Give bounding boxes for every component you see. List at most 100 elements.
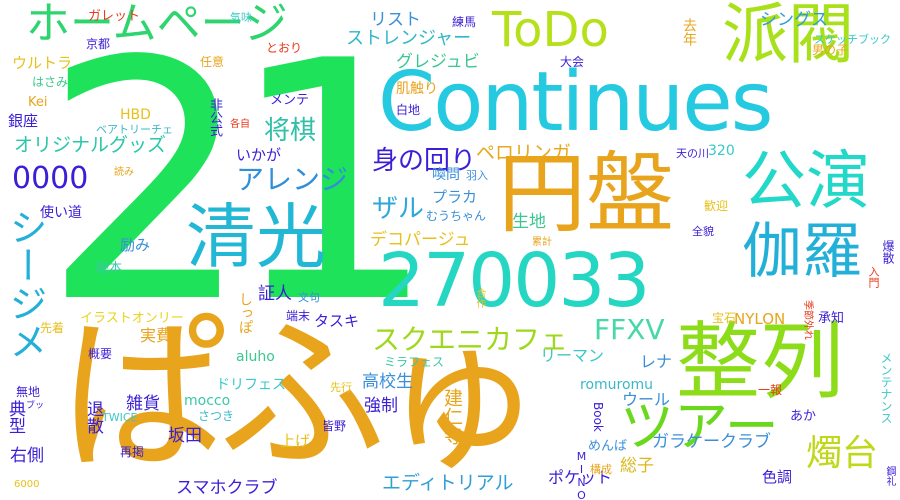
- cloud-word: めんば: [588, 439, 628, 454]
- cloud-word: 強制: [364, 396, 398, 416]
- cloud-word: Book: [591, 402, 605, 432]
- cloud-word: オリジナルグッズ: [14, 134, 167, 156]
- cloud-word: 320: [708, 143, 735, 159]
- cloud-word: さつき: [198, 409, 235, 423]
- cloud-word: 京都: [86, 37, 111, 51]
- cloud-word: 建仁寺: [441, 388, 463, 445]
- cloud-word: mocco: [184, 393, 231, 409]
- cloud-word: 文句: [298, 291, 320, 304]
- cloud-word: 読み: [114, 167, 134, 178]
- cloud-word: 去年: [681, 18, 697, 46]
- cloud-word: タスキ: [314, 312, 360, 330]
- cloud-word: 承知: [818, 311, 845, 326]
- cloud-word: 一報: [758, 383, 783, 397]
- cloud-word: グレジュビ: [396, 52, 480, 72]
- cloud-word: ポケット: [548, 468, 613, 487]
- cloud-word: Kei: [28, 95, 48, 110]
- cloud-word: メンテナンス: [879, 352, 893, 424]
- cloud-word: エディトリアル: [382, 472, 514, 494]
- cloud-word: 皆野: [322, 419, 347, 433]
- cloud-word: 累計: [532, 237, 552, 248]
- cloud-word: ToDo: [492, 2, 609, 58]
- cloud-word: 整列: [676, 313, 845, 411]
- cloud-word: 気味: [230, 11, 252, 24]
- cloud-word: ザル: [372, 194, 425, 224]
- cloud-word: 実費: [140, 326, 173, 345]
- cloud-word: とおり: [266, 41, 303, 55]
- cloud-word: ブッ: [26, 401, 45, 411]
- cloud-word: 励み: [120, 236, 151, 254]
- cloud-word: 構成: [590, 463, 612, 476]
- cloud-word: 身の回り: [372, 146, 477, 176]
- cloud-word: イラストオンリー: [80, 311, 184, 326]
- cloud-word: 坂田: [168, 426, 202, 446]
- cloud-word: ツアー: [620, 395, 779, 458]
- cloud-word: 絵本: [96, 261, 123, 276]
- cloud-word: 男の子: [812, 43, 849, 57]
- cloud-word: リーマン: [540, 346, 605, 365]
- cloud-word: 爆散: [881, 240, 895, 264]
- cloud-word: むうちゃん: [426, 209, 487, 223]
- cloud-word: 再掲: [120, 445, 145, 459]
- cloud-word: 非公式: [207, 98, 222, 137]
- cloud-word: 羽入: [466, 169, 488, 182]
- cloud-word: メンテ: [270, 93, 310, 108]
- cloud-word: 雑貨: [126, 394, 160, 414]
- cloud-word: 先行: [330, 381, 352, 394]
- cloud-word: スクエニカフェ: [372, 323, 569, 356]
- cloud-word: いかが: [236, 146, 282, 164]
- cloud-word: 歓迎: [704, 199, 729, 213]
- cloud-word: 先着: [40, 321, 65, 335]
- cloud-word: 全貌: [692, 225, 714, 238]
- cloud-word: 上げ: [280, 432, 311, 450]
- cloud-word: アレンジ: [236, 163, 349, 196]
- cloud-word: 21: [42, 0, 438, 375]
- cloud-word: 色調: [762, 468, 793, 486]
- cloud-word: デコパージュ: [370, 230, 471, 250]
- cloud-word: romuromu: [580, 377, 654, 393]
- cloud-word: 清光: [186, 196, 326, 278]
- cloud-word: 典型: [5, 400, 25, 434]
- cloud-word: シングス: [760, 10, 828, 30]
- cloud-word: ストレンジャー: [346, 28, 472, 49]
- cloud-word: ガラケークラブ: [652, 432, 771, 452]
- cloud-word: ウール: [622, 390, 671, 409]
- cloud-word: 宝石: [712, 311, 737, 325]
- cloud-word: 燭台: [806, 433, 879, 474]
- cloud-word: 大会: [560, 55, 585, 69]
- cloud-word: 端末: [286, 309, 311, 323]
- cloud-word: 生地: [512, 212, 546, 232]
- cloud-word: ペロリンガ: [476, 142, 572, 164]
- cloud-word: 季節外れ: [802, 300, 813, 340]
- cloud-word: 各自: [230, 119, 250, 130]
- cloud-word: ベアトリーチェ: [96, 123, 173, 136]
- cloud-word: 天の川: [676, 147, 709, 160]
- cloud-word: 公演: [742, 145, 870, 219]
- cloud-word: 概要: [88, 347, 113, 361]
- cloud-word: NYLON: [734, 310, 786, 328]
- cloud-word: aluho: [236, 349, 275, 365]
- cloud-word: 将棋: [264, 116, 317, 146]
- cloud-word: ホームページ: [26, 0, 288, 49]
- cloud-word: MINO: [575, 450, 588, 500]
- cloud-word: 6000: [14, 479, 40, 490]
- cloud-word: ウルトラ: [12, 54, 73, 72]
- cloud-word: 白地: [396, 103, 421, 117]
- cloud-word: はさみ: [32, 75, 69, 89]
- cloud-word: 使い道: [40, 205, 82, 221]
- cloud-word: 270033: [378, 238, 650, 324]
- cloud-word: ミラフェス: [384, 355, 445, 369]
- cloud-word: しっぽ: [237, 292, 253, 334]
- cloud-word: 練馬: [452, 15, 477, 29]
- cloud-word: 合作: [474, 288, 485, 308]
- cloud-word: 鋼礼: [884, 466, 895, 486]
- cloud-word: 任意: [200, 55, 225, 69]
- cloud-word: 総子: [620, 456, 654, 476]
- cloud-word: 高校生: [362, 372, 413, 392]
- cloud-word: 喚問: [432, 167, 460, 183]
- cloud-word: 円盤: [498, 142, 675, 245]
- cloud-word: 伽羅: [742, 217, 862, 287]
- cloud-word: 右側: [10, 446, 44, 466]
- cloud-word: レナ: [640, 352, 673, 371]
